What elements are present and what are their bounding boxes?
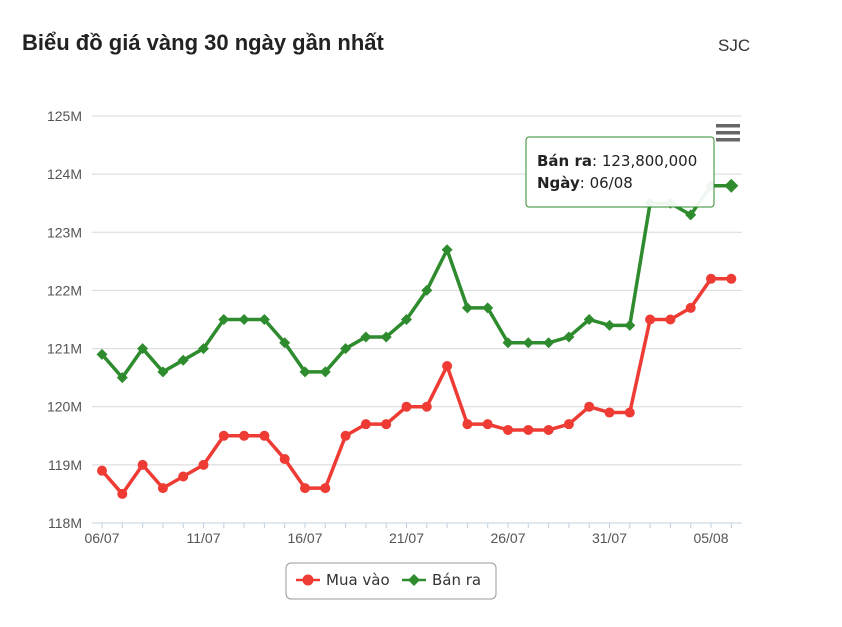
data-point-ban-ra[interactable] <box>96 348 108 360</box>
y-axis: 118M 119M 120M 121M 122M 123M 124M 125M <box>47 108 82 531</box>
legend-label-mua-vao: Mua vào <box>326 571 390 589</box>
series-line-mua-vao <box>100 277 732 496</box>
data-point-mua-vao[interactable] <box>279 454 290 465</box>
data-point-mua-vao[interactable] <box>300 483 310 494</box>
data-point-ban-ra[interactable] <box>724 178 739 193</box>
data-point-mua-vao[interactable] <box>401 401 412 412</box>
tooltip-date-label: Ngày <box>537 174 580 192</box>
data-point-mua-vao[interactable] <box>685 302 696 313</box>
data-point-ban-ra[interactable] <box>360 331 372 343</box>
data-point-ban-ra[interactable] <box>319 366 331 378</box>
x-tick-label: 26/07 <box>490 530 525 546</box>
data-point-mua-vao[interactable] <box>645 314 656 325</box>
chart-title: Biểu đồ giá vàng 30 ngày gần nhất <box>22 30 384 55</box>
data-point-ban-ra[interactable] <box>482 302 494 314</box>
data-point-ban-ra[interactable] <box>177 354 189 366</box>
y-tick-label: 124M <box>47 166 82 182</box>
x-tick-label: 06/07 <box>84 530 119 546</box>
hamburger-menu-icon[interactable] <box>716 124 740 142</box>
data-point-ban-ra[interactable] <box>563 331 575 343</box>
data-point-ban-ra[interactable] <box>522 337 534 349</box>
source-label: SJC <box>718 36 751 55</box>
legend-label-ban-ra: Bán ra <box>432 571 481 589</box>
data-point-ban-ra[interactable] <box>380 331 392 343</box>
data-point-mua-vao[interactable] <box>421 401 432 412</box>
y-tick-label: 123M <box>47 224 82 240</box>
data-point-mua-vao[interactable] <box>97 465 107 476</box>
data-point-ban-ra[interactable] <box>299 366 311 378</box>
data-point-ban-ra[interactable] <box>401 314 412 325</box>
data-point-mua-vao[interactable] <box>218 430 229 441</box>
x-tick-label: 16/07 <box>287 530 322 546</box>
data-point-ban-ra[interactable] <box>421 284 433 296</box>
data-point-mua-vao[interactable] <box>462 419 473 430</box>
data-point-mua-vao[interactable] <box>117 488 128 499</box>
legend-item-mua-vao[interactable]: Mua vào <box>296 571 390 589</box>
data-point-mua-vao[interactable] <box>360 419 371 430</box>
tooltip: Bán ra: 123,800,000 Ngày: 06/08 <box>525 136 715 208</box>
data-point-mua-vao[interactable] <box>523 424 534 435</box>
data-point-ban-ra[interactable] <box>116 372 128 384</box>
data-point-ban-ra[interactable] <box>218 314 230 325</box>
data-point-ban-ra[interactable] <box>604 319 615 331</box>
data-point-mua-vao[interactable] <box>381 419 392 430</box>
data-point-mua-vao[interactable] <box>137 459 148 470</box>
data-point-mua-vao[interactable] <box>178 471 189 482</box>
y-tick-label: 122M <box>47 282 82 298</box>
svg-text:Bán ra: 123,800,000: Bán ra: 123,800,000 <box>537 152 697 170</box>
legend-item-ban-ra[interactable]: Bán ra <box>402 571 481 589</box>
data-point-mua-vao[interactable] <box>624 407 635 418</box>
y-tick-label: 125M <box>47 108 82 124</box>
data-point-ban-ra[interactable] <box>198 343 209 355</box>
legend: Mua vào Bán ra <box>285 562 497 600</box>
series-layer <box>96 178 739 499</box>
data-point-mua-vao[interactable] <box>665 314 676 325</box>
tooltip-series-label: Bán ra <box>537 152 592 170</box>
data-point-ban-ra[interactable] <box>340 343 352 355</box>
data-point-mua-vao[interactable] <box>239 430 250 441</box>
data-point-mua-vao[interactable] <box>157 483 168 494</box>
tooltip-date-value: 06/08 <box>590 174 633 192</box>
x-tick-label: 21/07 <box>389 530 424 546</box>
data-point-mua-vao[interactable] <box>563 419 574 430</box>
data-point-ban-ra[interactable] <box>685 209 697 221</box>
data-point-mua-vao[interactable] <box>604 407 615 418</box>
y-tick-label: 121M <box>47 341 82 357</box>
y-tick-label: 120M <box>47 399 82 415</box>
x-tick-label: 11/07 <box>187 530 221 546</box>
data-point-ban-ra[interactable] <box>157 366 169 378</box>
data-point-mua-vao[interactable] <box>198 459 209 470</box>
data-point-ban-ra[interactable] <box>258 314 270 325</box>
data-point-ban-ra[interactable] <box>461 302 473 314</box>
x-tick-label: 31/07 <box>592 530 627 546</box>
y-tick-label: 118M <box>48 515 82 531</box>
data-point-mua-vao[interactable] <box>584 401 595 412</box>
data-point-mua-vao[interactable] <box>320 483 331 494</box>
data-point-ban-ra[interactable] <box>624 319 636 331</box>
data-point-mua-vao[interactable] <box>543 424 554 435</box>
data-point-mua-vao[interactable] <box>482 419 493 430</box>
data-point-ban-ra[interactable] <box>238 314 250 325</box>
x-axis: 06/07 11/07 16/07 21/07 26/07 31/07 05/08 <box>84 522 742 546</box>
data-point-ban-ra[interactable] <box>441 244 453 256</box>
data-point-ban-ra[interactable] <box>502 337 514 349</box>
data-point-mua-vao[interactable] <box>706 273 716 284</box>
data-point-mua-vao[interactable] <box>726 273 737 284</box>
tooltip-series-value: 123,800,000 <box>602 152 697 170</box>
data-point-ban-ra[interactable] <box>279 337 291 349</box>
data-point-mua-vao[interactable] <box>340 430 351 441</box>
y-tick-label: 119M <box>48 457 82 473</box>
data-point-ban-ra[interactable] <box>583 314 595 325</box>
svg-text:Ngày: 06/08: Ngày: 06/08 <box>537 174 633 192</box>
data-point-mua-vao[interactable] <box>503 424 513 435</box>
data-point-ban-ra[interactable] <box>137 343 149 355</box>
data-point-mua-vao[interactable] <box>442 361 453 372</box>
x-tick-label: 05/08 <box>693 530 728 546</box>
data-point-mua-vao[interactable] <box>259 430 270 441</box>
data-point-ban-ra[interactable] <box>543 337 555 349</box>
